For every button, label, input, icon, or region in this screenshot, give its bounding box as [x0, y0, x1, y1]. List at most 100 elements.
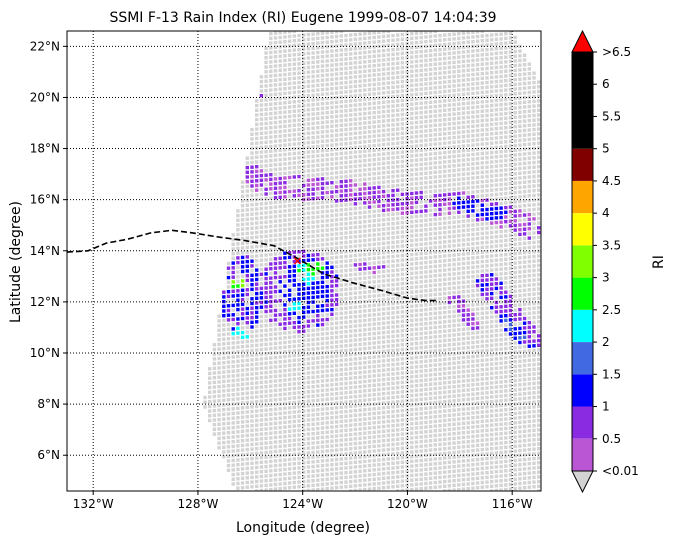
rain-pixel	[287, 265, 292, 269]
rain-pixel	[306, 141, 311, 145]
rain-pixel	[433, 109, 437, 113]
rain-pixel	[292, 222, 296, 226]
rain-pixel	[537, 310, 541, 315]
rain-pixel	[212, 380, 217, 385]
rain-pixel	[447, 230, 452, 234]
rain-pixel	[367, 294, 372, 299]
rain-pixel	[513, 176, 517, 181]
rain-pixel	[316, 116, 320, 120]
rain-pixel	[410, 346, 414, 351]
rain-pixel	[316, 238, 320, 243]
rain-pixel	[504, 168, 508, 172]
rain-pixel	[212, 385, 217, 389]
rain-pixel	[212, 371, 217, 375]
rain-pixel	[334, 316, 339, 321]
rain-pixel	[231, 308, 235, 312]
rain-pixel	[485, 212, 489, 216]
rain-pixel	[485, 137, 489, 141]
rain-pixel	[287, 218, 292, 222]
rain-pixel	[358, 272, 362, 276]
rain-pixel	[471, 270, 475, 274]
rain-pixel	[443, 174, 447, 178]
rain-pixel	[269, 41, 273, 45]
rain-pixel	[283, 134, 287, 138]
rain-pixel	[377, 387, 381, 392]
rain-pixel	[287, 199, 292, 203]
rain-pixel	[292, 48, 296, 52]
rain-pixel	[339, 255, 343, 259]
rain-pixel	[250, 377, 254, 381]
rain-pixel	[372, 96, 376, 101]
rain-pixel	[386, 250, 390, 254]
rain-pixel	[428, 114, 433, 119]
rain-pixel	[339, 241, 343, 245]
rain-pixel	[452, 262, 456, 267]
rain-pixel	[353, 32, 358, 37]
rain-pixel	[443, 221, 447, 225]
rain-pixel	[490, 132, 494, 136]
rain-pixel	[208, 390, 212, 394]
rain-pixel	[480, 161, 484, 165]
rain-pixel	[264, 370, 268, 375]
rain-pixel	[532, 90, 536, 94]
rain-pixel	[428, 119, 433, 123]
rain-pixel	[433, 250, 437, 254]
rain-pixel	[273, 191, 278, 195]
rain-pixel	[358, 140, 362, 144]
rain-pixel	[297, 203, 301, 207]
rain-pixel	[236, 401, 240, 406]
rain-pixel	[414, 290, 419, 294]
rain-pixel	[255, 357, 259, 362]
rain-pixel	[391, 127, 395, 132]
rain-pixel	[344, 330, 348, 334]
rain-pixel	[471, 354, 475, 359]
rain-pixel	[302, 216, 306, 221]
rain-pixel	[428, 34, 433, 39]
rain-pixel	[386, 278, 390, 283]
rain-pixel	[494, 32, 499, 37]
rain-pixel	[381, 307, 386, 311]
rain-pixel	[396, 165, 400, 169]
rain-pixel	[367, 92, 372, 96]
rain-pixel	[504, 32, 508, 36]
rain-pixel	[287, 232, 292, 236]
rain-pixel	[344, 240, 348, 245]
rain-pixel	[320, 149, 325, 153]
rain-pixel	[311, 93, 315, 97]
rain-pixel	[344, 123, 348, 127]
rain-pixel	[457, 64, 461, 69]
rain-pixel	[475, 241, 480, 245]
rain-pixel	[339, 386, 343, 391]
rain-pixel	[339, 31, 343, 33]
rain-pixel	[297, 76, 301, 80]
rain-pixel	[405, 197, 409, 201]
rain-pixel	[316, 177, 320, 182]
rain-pixel	[311, 244, 315, 248]
rain-pixel	[240, 222, 245, 227]
rain-pixel	[283, 392, 287, 396]
rain-pixel	[433, 321, 437, 325]
rain-pixel	[259, 314, 264, 319]
rain-pixel	[367, 369, 372, 374]
rain-pixel	[349, 155, 353, 159]
rain-pixel	[255, 385, 259, 390]
rain-pixel	[353, 220, 358, 225]
rain-pixel	[461, 384, 466, 388]
rain-pixel	[522, 175, 527, 180]
rain-pixel	[466, 233, 470, 237]
rain-pixel	[240, 316, 245, 321]
rain-pixel	[349, 103, 353, 108]
rain-pixel	[480, 156, 484, 160]
rain-pixel	[259, 343, 264, 347]
rain-pixel	[377, 77, 381, 81]
rain-pixel	[457, 88, 461, 92]
rain-pixel	[264, 253, 268, 257]
rain-pixel	[255, 146, 259, 150]
rain-pixel	[461, 125, 466, 129]
rain-pixel	[236, 359, 240, 363]
rain-pixel	[339, 123, 343, 127]
rain-pixel	[518, 124, 522, 128]
rain-pixel	[480, 86, 484, 90]
rain-pixel	[208, 409, 212, 413]
rain-pixel	[396, 338, 400, 343]
